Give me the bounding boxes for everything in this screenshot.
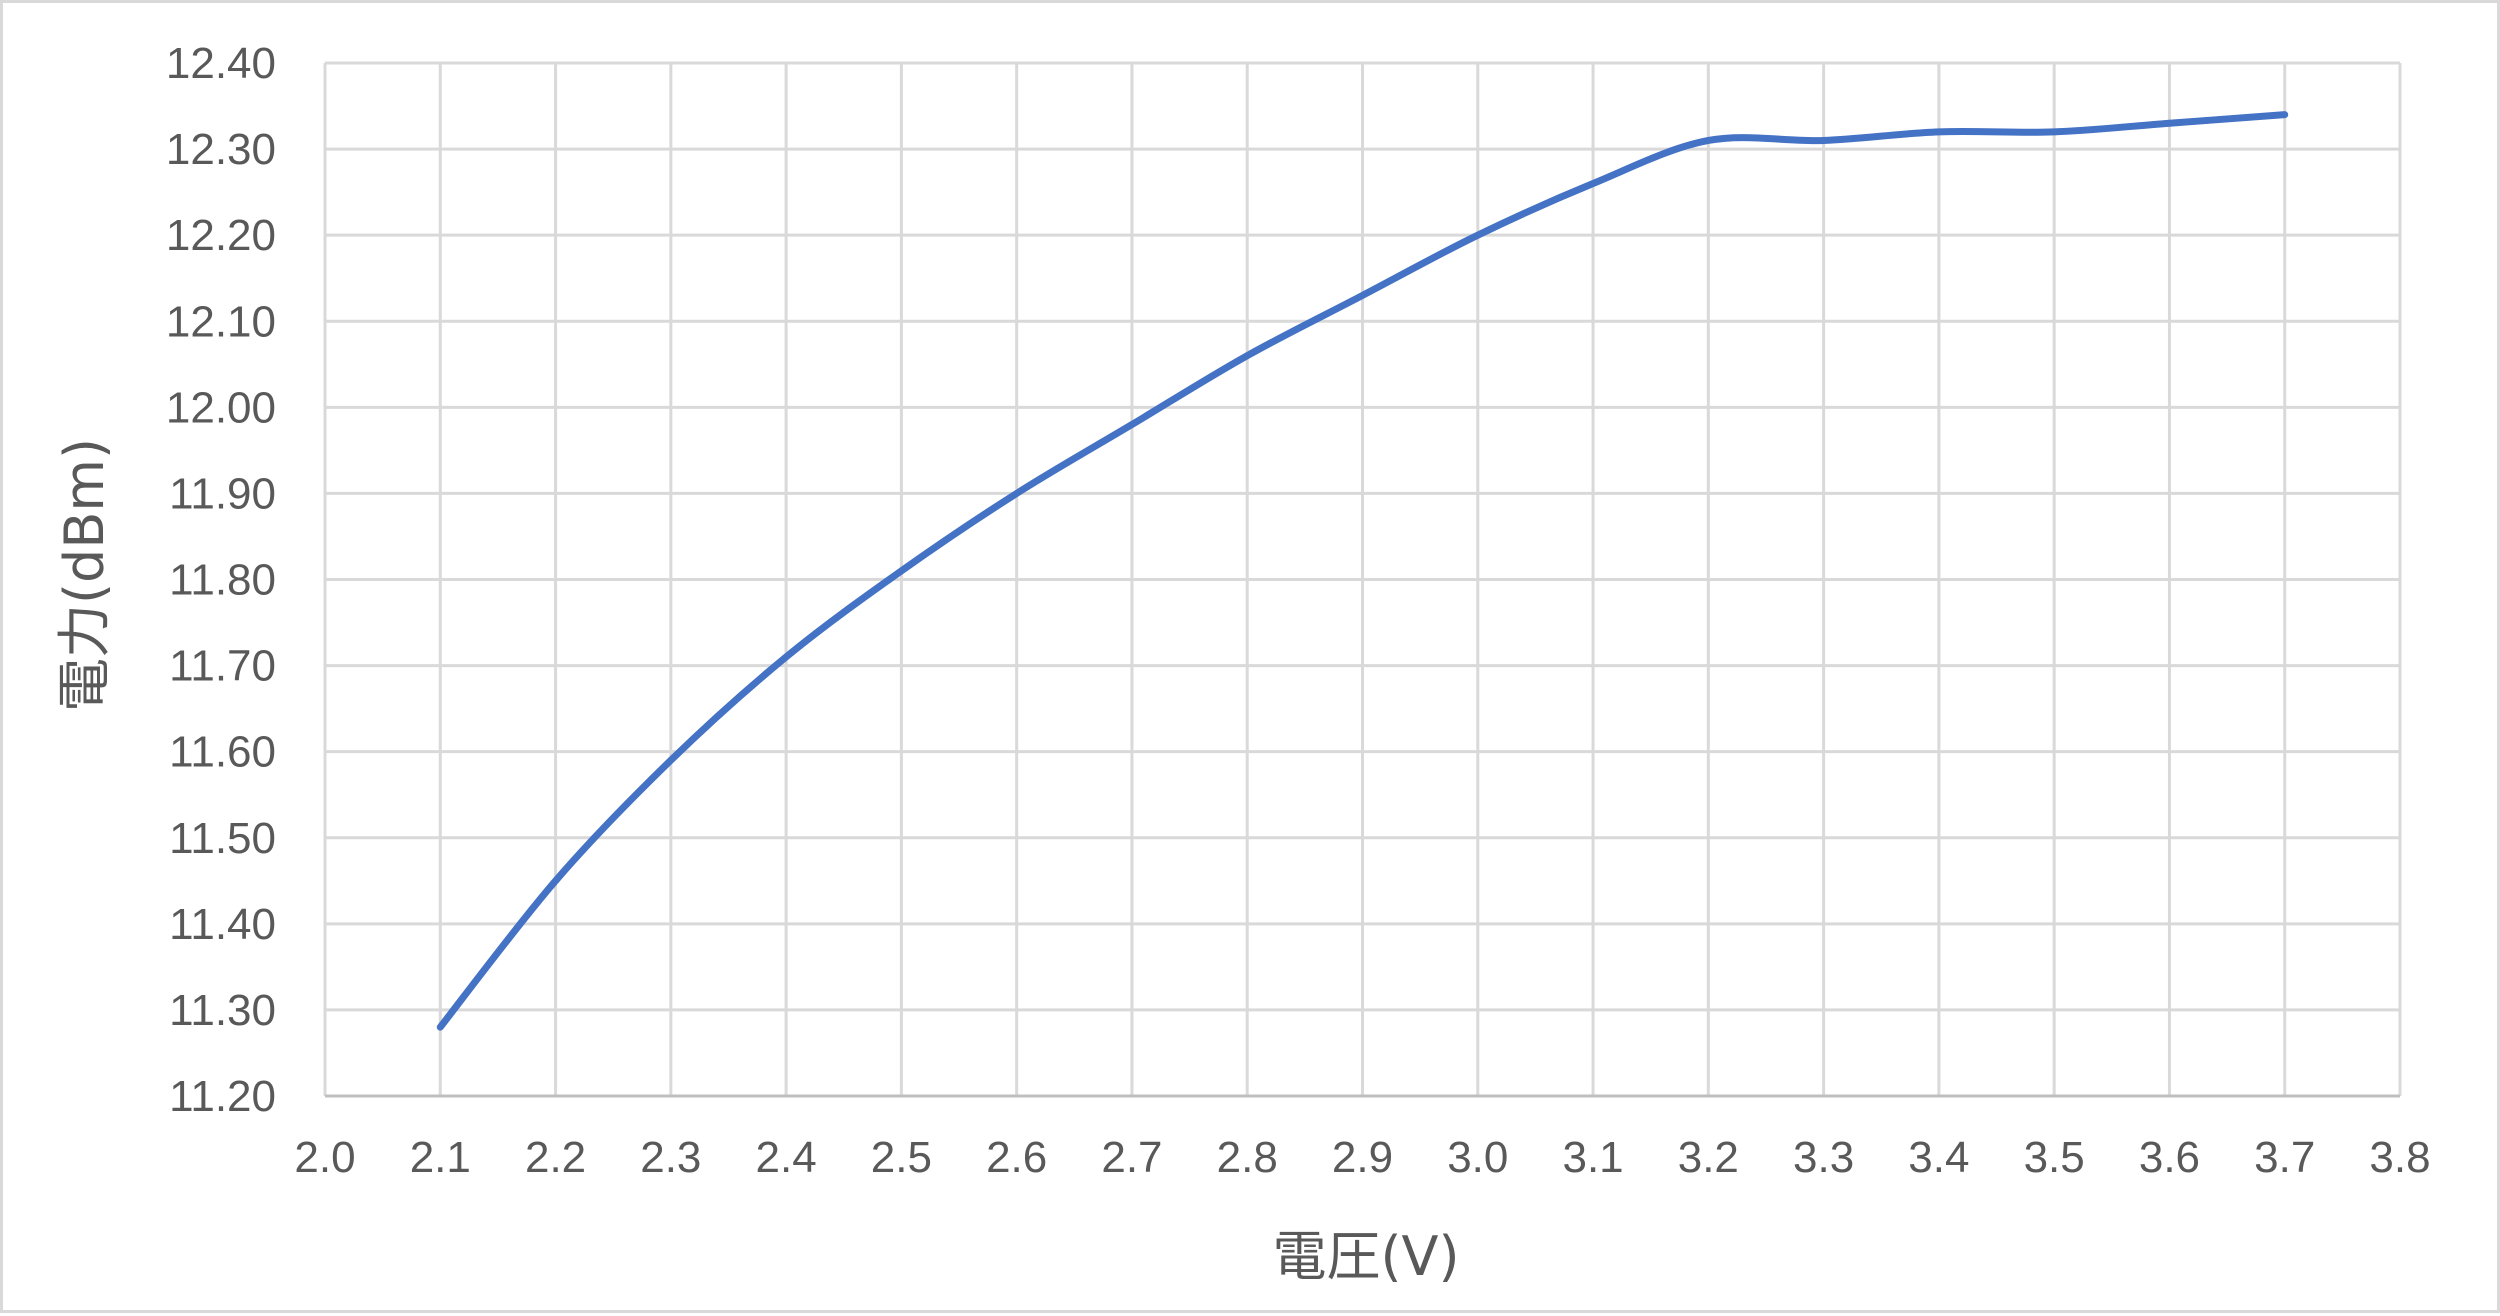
y-tick-label: 11.90 <box>169 469 276 518</box>
gridlines <box>325 63 2400 1096</box>
x-tick-label: 2.4 <box>756 1133 817 1182</box>
x-tick-label: 3.6 <box>2139 1133 2200 1182</box>
x-tick-label: 2.7 <box>1101 1133 1162 1182</box>
x-tick-label: 2.9 <box>1332 1133 1393 1182</box>
x-axis-title: 電圧(V) <box>1272 1225 1459 1288</box>
y-tick-label: 11.40 <box>169 900 276 949</box>
x-tick-label: 3.5 <box>2024 1133 2085 1182</box>
y-tick-label: 12.40 <box>166 39 276 88</box>
line-chart: 2.0 2.1 2.2 2.3 2.4 2.5 2.6 2.7 2.8 2.9 3.0 3.1 3.2 3… <box>3 3 2500 1316</box>
y-tick-label: 11.60 <box>169 728 276 777</box>
x-tick-label: 2.3 <box>640 1133 701 1182</box>
y-tick-label: 11.20 <box>169 1072 276 1121</box>
x-tick-label: 3.8 <box>2369 1133 2430 1182</box>
y-tick-label: 11.80 <box>169 556 276 605</box>
y-tick-label: 12.30 <box>166 125 276 174</box>
y-tick-label: 11.70 <box>169 642 276 691</box>
y-tick-label: 12.00 <box>166 383 276 432</box>
x-tick-label: 2.6 <box>986 1133 1047 1182</box>
y-axis-title: 電力(dBm) <box>53 438 116 712</box>
x-tick-label: 3.0 <box>1447 1133 1508 1182</box>
y-tick-label: 11.50 <box>169 814 276 863</box>
y-tick-label: 11.30 <box>169 986 276 1035</box>
x-tick-label: 3.7 <box>2254 1133 2315 1182</box>
y-axis-tick-labels: 11.20 11.30 11.40 11.50 11.60 11.70 11.80 11.90… <box>166 39 276 1121</box>
x-tick-label: 2.8 <box>1217 1133 1278 1182</box>
y-tick-label: 12.10 <box>166 297 276 346</box>
x-tick-label: 2.1 <box>410 1133 471 1182</box>
x-tick-label: 2.2 <box>525 1133 586 1182</box>
x-tick-label: 3.4 <box>1908 1133 1969 1182</box>
y-tick-label: 12.20 <box>166 211 276 260</box>
x-tick-label: 3.3 <box>1793 1133 1854 1182</box>
x-tick-label: 3.1 <box>1562 1133 1623 1182</box>
x-tick-label: 2.0 <box>294 1133 355 1182</box>
x-tick-label: 3.2 <box>1678 1133 1739 1182</box>
x-tick-label: 2.5 <box>871 1133 932 1182</box>
x-axis-tick-labels: 2.0 2.1 2.2 2.3 2.4 2.5 2.6 2.7 2.8 2.9 3.0 3.1 3.2 3… <box>294 1133 2430 1182</box>
